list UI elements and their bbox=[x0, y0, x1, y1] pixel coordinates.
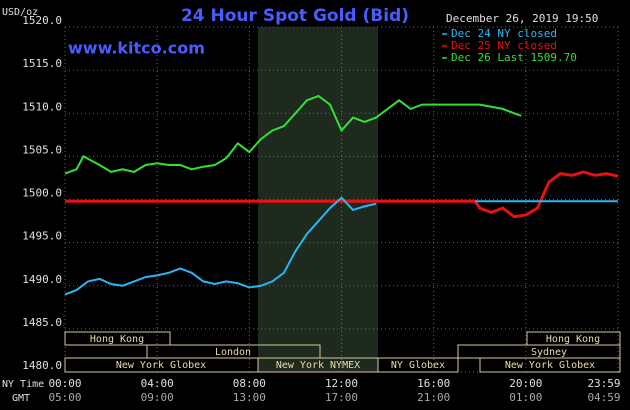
x-tick-label: 23:59 bbox=[587, 377, 620, 390]
session-label: Sydney bbox=[531, 347, 567, 358]
legend-label: Dec 26 Last 1509.70 bbox=[451, 51, 577, 64]
session-label: Hong Kong bbox=[90, 334, 144, 345]
x2-tick-label: 05:00 bbox=[48, 391, 81, 404]
session-label: London bbox=[215, 347, 251, 358]
x2-tick-label: 13:00 bbox=[233, 391, 266, 404]
x2-tick-label: 04:59 bbox=[587, 391, 620, 404]
x-tick-label: 08:00 bbox=[233, 377, 266, 390]
x-tick-label: 20:00 bbox=[509, 377, 542, 390]
x2-tick-label: 17:00 bbox=[325, 391, 358, 404]
legend-label: Dec 25 NY closed bbox=[451, 39, 557, 52]
session-label: New York NYMEX bbox=[276, 360, 360, 371]
y-tick-label: 1480.0 bbox=[22, 359, 62, 372]
x2-tick-label: 01:00 bbox=[509, 391, 542, 404]
series-line bbox=[65, 170, 619, 219]
website: www.kitco.com bbox=[68, 39, 205, 58]
y-tick-label: 1490.0 bbox=[22, 273, 62, 286]
timestamp: December 26, 2019 19:50 bbox=[446, 12, 598, 25]
sessions: Hong Kong London New York Globex New Yor… bbox=[64, 331, 621, 373]
grid bbox=[64, 26, 619, 373]
x-tick-label: 04:00 bbox=[141, 377, 174, 390]
y-tick-label: 1485.0 bbox=[22, 316, 62, 329]
session-box bbox=[64, 331, 171, 346]
session-label: New York Globex bbox=[116, 360, 206, 371]
session-label: New York Globex bbox=[505, 360, 595, 371]
session-box bbox=[377, 357, 459, 373]
x-tick-label: 12:00 bbox=[325, 377, 358, 390]
legend-label: Dec 24 NY closed bbox=[451, 27, 557, 40]
session-label: Hong Kong bbox=[546, 334, 600, 345]
chart-title: 24 Hour Spot Gold (Bid) bbox=[181, 6, 409, 26]
x-axis-label: NY Time bbox=[2, 379, 44, 390]
y-tick-label: 1515.0 bbox=[22, 57, 62, 70]
y-tick-label: 1510.0 bbox=[22, 100, 62, 113]
x2-tick-label: 21:00 bbox=[417, 391, 450, 404]
x-tick-label: 00:00 bbox=[48, 377, 81, 390]
series-line bbox=[64, 94, 522, 175]
session-box bbox=[479, 357, 621, 373]
y-tick-label: 1520.0 bbox=[22, 14, 62, 27]
session-label: NY Globex bbox=[391, 360, 445, 371]
y-tick-label: 1500.0 bbox=[22, 187, 62, 200]
lines bbox=[64, 94, 619, 296]
x2-tick-label: 09:00 bbox=[141, 391, 174, 404]
y-tick-label: 1505.0 bbox=[22, 143, 62, 156]
series-line bbox=[64, 196, 618, 296]
y-tick-label: 1495.0 bbox=[22, 230, 62, 243]
x2-axis-label: GMT bbox=[12, 393, 30, 404]
x-tick-label: 16:00 bbox=[417, 377, 450, 390]
y-axis-label: USD/oz bbox=[2, 7, 38, 18]
